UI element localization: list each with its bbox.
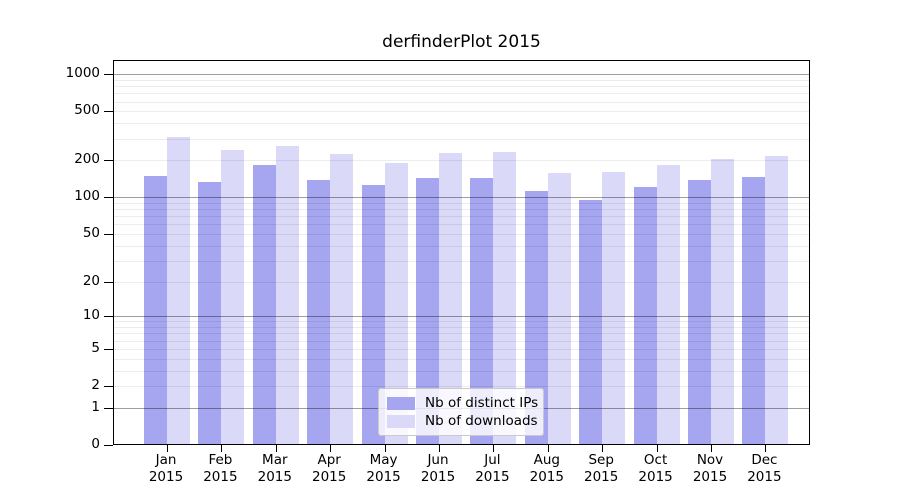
y-tick-label-0: 0 [91,436,100,452]
y-tick-500 [104,111,113,113]
gridline-700 [114,93,809,95]
bar-nb-of-downloads-jun-2015 [439,152,462,444]
x-tick-label-mar-2015: Mar 2015 [257,452,292,485]
x-tick-label-feb-2015: Feb 2015 [203,452,238,485]
bar-nb-of-downloads-jul-2015 [493,151,517,444]
x-tick-label-jun-2015: Jun 2015 [420,452,456,485]
y-tick-label-1000: 1000 [65,65,100,82]
bar-nb-of-distinct-ips-oct-2015 [633,187,657,444]
bar-nb-of-distinct-ips-apr-2015 [307,179,331,444]
x-tick-mar-2015 [275,445,277,452]
bar-nb-of-downloads-nov-2015 [711,158,734,444]
y-tick-label-500: 500 [74,102,100,119]
y-tick-2 [104,386,113,387]
gridline-1000 [114,74,809,76]
y-tick-1 [104,407,113,409]
y-tick-label-1: 1 [91,398,100,415]
legend-label-downloads: Nb of downloads [425,413,538,429]
bar-nb-of-downloads-dec-2015 [765,155,789,444]
y-tick-20 [104,281,113,283]
bar-nb-of-downloads-apr-2015 [330,153,354,444]
y-tick-5 [104,348,113,350]
legend: Nb of distinct IPs Nb of downloads [378,388,544,436]
y-tick-10 [104,316,113,318]
legend-item-downloads: Nb of downloads [387,414,543,428]
y-tick-label-100: 100 [74,188,100,205]
y-tick-1000 [104,74,113,76]
y-tick-label-5: 5 [91,339,100,356]
x-tick-label-apr-2015: Apr 2015 [312,452,347,485]
gridline-500 [114,111,809,113]
bar-nb-of-downloads-sep-2015 [602,171,626,444]
x-tick-jan-2015 [167,445,168,452]
bar-nb-of-distinct-ips-feb-2015 [198,182,222,444]
bar-nb-of-distinct-ips-may-2015 [361,184,385,444]
x-tick-oct-2015 [656,445,658,452]
y-tick-label-200: 200 [74,151,100,168]
y-tick-label-10: 10 [82,307,100,324]
x-tick-label-nov-2015: Nov 2015 [692,452,728,485]
bar-nb-of-downloads-aug-2015 [547,173,571,444]
bar-nb-of-distinct-ips-sep-2015 [579,199,603,444]
bar-nb-of-distinct-ips-jul-2015 [470,178,494,444]
bar-nb-of-distinct-ips-dec-2015 [742,176,766,444]
x-tick-apr-2015 [330,445,332,452]
legend-item-distinct-ips: Nb of distinct IPs [387,396,543,410]
x-tick-feb-2015 [221,445,223,452]
x-tick-jun-2015 [439,445,440,452]
bar-nb-of-distinct-ips-mar-2015 [252,164,276,444]
bar-nb-of-distinct-ips-aug-2015 [524,190,548,444]
x-tick-label-dec-2015: Dec 2015 [747,452,782,485]
y-tick-200 [104,160,113,162]
gridline-600 [114,101,809,103]
x-tick-label-may-2015: May 2015 [366,452,401,485]
y-tick-100 [104,197,113,199]
legend-label-distinct-ips: Nb of distinct IPs [425,395,539,411]
gridline-300 [114,138,809,140]
y-tick-label-2: 2 [91,377,100,393]
bar-nb-of-distinct-ips-nov-2015 [688,179,711,444]
x-tick-may-2015 [384,445,386,452]
bar-nb-of-downloads-oct-2015 [656,164,680,444]
x-tick-label-oct-2015: Oct 2015 [638,452,673,485]
x-tick-label-sep-2015: Sep 2015 [584,452,619,485]
bar-nb-of-downloads-feb-2015 [221,149,245,444]
y-tick-50 [104,233,113,235]
x-tick-sep-2015 [602,445,604,452]
x-tick-jul-2015 [493,445,495,452]
legend-swatch-downloads [387,414,415,428]
plot-area [104,60,810,452]
y-tick-label-50: 50 [82,224,100,241]
y-tick-label-20: 20 [82,272,100,289]
x-tick-nov-2015 [711,445,712,452]
chart-title: derfinderPlot 2015 [382,32,541,52]
y-tick-0 [104,445,113,446]
gridline-400 [114,123,809,125]
bar-nb-of-downloads-may-2015 [384,162,408,444]
gridline-800 [114,86,809,87]
x-tick-aug-2015 [547,445,549,452]
bar-nb-of-downloads-mar-2015 [275,145,299,444]
legend-swatch-distinct-ips [387,396,415,410]
gridline-900 [114,79,809,81]
x-tick-dec-2015 [765,445,767,452]
x-tick-label-jan-2015: Jan 2015 [148,452,184,485]
bar-nb-of-distinct-ips-jan-2015 [144,176,167,444]
x-tick-label-jul-2015: Jul 2015 [475,452,510,485]
x-tick-label-aug-2015: Aug 2015 [529,452,564,485]
bar-nb-of-downloads-jan-2015 [167,136,190,444]
bar-nb-of-distinct-ips-jun-2015 [416,177,439,444]
